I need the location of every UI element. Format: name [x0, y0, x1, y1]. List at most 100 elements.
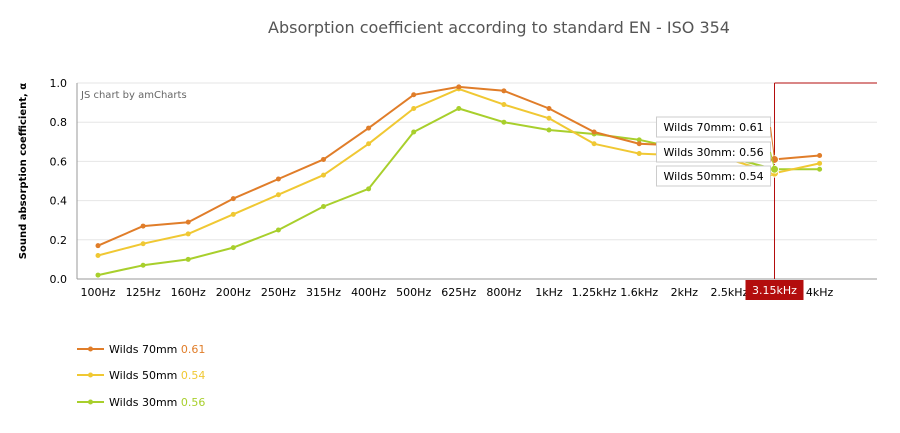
data-point	[230, 196, 236, 202]
tooltip-pointer	[770, 151, 775, 170]
tooltip-series-label: Wilds 50mm:	[664, 170, 740, 183]
data-point	[366, 186, 372, 192]
data-point	[411, 129, 417, 135]
x-tick-label: 2kHz	[671, 286, 699, 299]
tooltip-pointer	[770, 126, 775, 160]
legend-label: Wilds 50mm 0.54	[109, 369, 205, 382]
data-point	[501, 102, 507, 108]
tooltip-value: 0.61	[739, 121, 764, 134]
legend-series-name: Wilds 70mm	[109, 343, 181, 356]
data-point	[546, 105, 552, 111]
y-tick-label: 0.6	[50, 155, 68, 168]
y-axis-label: Sound absorption coefficient, α	[18, 83, 29, 259]
x-tick-label: 1kHz	[535, 286, 563, 299]
x-tick-label: 200Hz	[216, 286, 251, 299]
tooltip-series-label: Wilds 30mm:	[664, 146, 740, 159]
x-tick-label: 2.5kHz	[710, 286, 748, 299]
legend-series-value: 0.61	[181, 343, 206, 356]
y-tick-label: 0.2	[50, 234, 68, 247]
data-point	[817, 153, 823, 159]
data-point	[321, 172, 326, 178]
x-tick-label: 250Hz	[261, 286, 296, 299]
data-point	[456, 84, 462, 90]
legend-series-name: Wilds 30mm	[109, 396, 181, 409]
legend-series-value: 0.54	[181, 369, 206, 382]
tooltip-series-label: Wilds 70mm:	[664, 121, 740, 134]
data-point	[275, 192, 281, 198]
data-point	[411, 105, 417, 111]
axes	[76, 83, 877, 280]
tooltip-text: Wilds 30mm: 0.56	[664, 146, 764, 159]
data-point	[185, 231, 191, 237]
data-point	[230, 245, 236, 251]
data-point	[185, 219, 191, 225]
data-point	[636, 137, 642, 143]
tooltip-value: 0.56	[739, 146, 764, 159]
data-point	[546, 127, 552, 133]
data-point	[501, 119, 507, 125]
data-point	[140, 241, 146, 247]
chart-title: Absorption coefficient according to stan…	[268, 18, 730, 37]
data-point	[230, 211, 236, 217]
data-point	[275, 227, 281, 233]
y-tick-label: 0.8	[50, 116, 68, 129]
x-tick-label: 500Hz	[396, 286, 431, 299]
x-ticks: 100Hz 125Hz 160Hz 200Hz 250Hz 315Hz 400Hz 500Hz…	[80, 286, 833, 299]
x-tick-label: 100Hz	[80, 286, 115, 299]
data-point	[140, 262, 146, 268]
x-tick-label: 1.25kHz	[572, 286, 617, 299]
chart-credit[interactable]: JS chart by amCharts	[80, 90, 187, 101]
data-point	[456, 105, 462, 111]
data-point	[275, 176, 281, 182]
x-tick-label: 1.6kHz	[620, 286, 658, 299]
cursor-category-label: 3.15kHz	[752, 284, 797, 297]
cursor-category-box	[745, 280, 804, 300]
data-point	[95, 243, 101, 249]
x-tick-label: 4kHz	[806, 286, 834, 299]
data-point	[501, 88, 507, 94]
data-point	[321, 203, 326, 209]
data-point	[591, 141, 597, 147]
x-tick-label: 625Hz	[441, 286, 476, 299]
data-point	[95, 272, 101, 278]
legend-item[interactable]: Wilds 50mm 0.54	[77, 369, 205, 382]
x-tick-label: 315Hz	[306, 286, 341, 299]
data-point	[321, 156, 326, 162]
data-point	[546, 115, 552, 121]
legend-item[interactable]: Wilds 30mm 0.56	[77, 396, 205, 409]
data-point	[140, 223, 146, 229]
y-ticks: 0.0 0.2 0.4 0.6 0.8 1.0	[50, 77, 68, 286]
legend-series-value: 0.56	[181, 396, 206, 409]
data-point	[817, 160, 823, 166]
tooltip-value: 0.54	[739, 170, 764, 183]
cursor-tooltip: Wilds 50mm: 0.54	[656, 165, 775, 187]
y-tick-label: 0.4	[50, 195, 68, 208]
y-tick-label: 1.0	[50, 77, 68, 90]
legend-series-name: Wilds 50mm	[109, 369, 181, 382]
data-point	[817, 166, 823, 172]
x-tick-label: 800Hz	[486, 286, 521, 299]
y-tick-label: 0.0	[50, 273, 68, 286]
tooltip-text: Wilds 70mm: 0.61	[664, 121, 764, 134]
legend-marker-dot	[88, 346, 93, 352]
legend-marker-dot	[88, 399, 93, 405]
x-tick-label: 160Hz	[171, 286, 206, 299]
data-point	[366, 125, 372, 131]
data-point	[636, 141, 642, 147]
tooltip-text: Wilds 50mm: 0.54	[664, 170, 764, 183]
data-point	[185, 256, 191, 262]
data-point	[591, 129, 597, 135]
legend-marker-dot	[88, 372, 93, 378]
tooltip-pointer	[770, 172, 775, 177]
data-point	[636, 151, 642, 157]
legend-item[interactable]: Wilds 70mm 0.61	[77, 343, 205, 356]
cursor-tooltip: Wilds 70mm: 0.61	[656, 116, 775, 160]
legend-label: Wilds 30mm 0.56	[109, 396, 205, 409]
data-point	[411, 92, 417, 98]
x-tick-label: 125Hz	[126, 286, 161, 299]
data-point	[95, 252, 101, 258]
cursor-tooltip: Wilds 30mm: 0.56	[656, 141, 775, 170]
